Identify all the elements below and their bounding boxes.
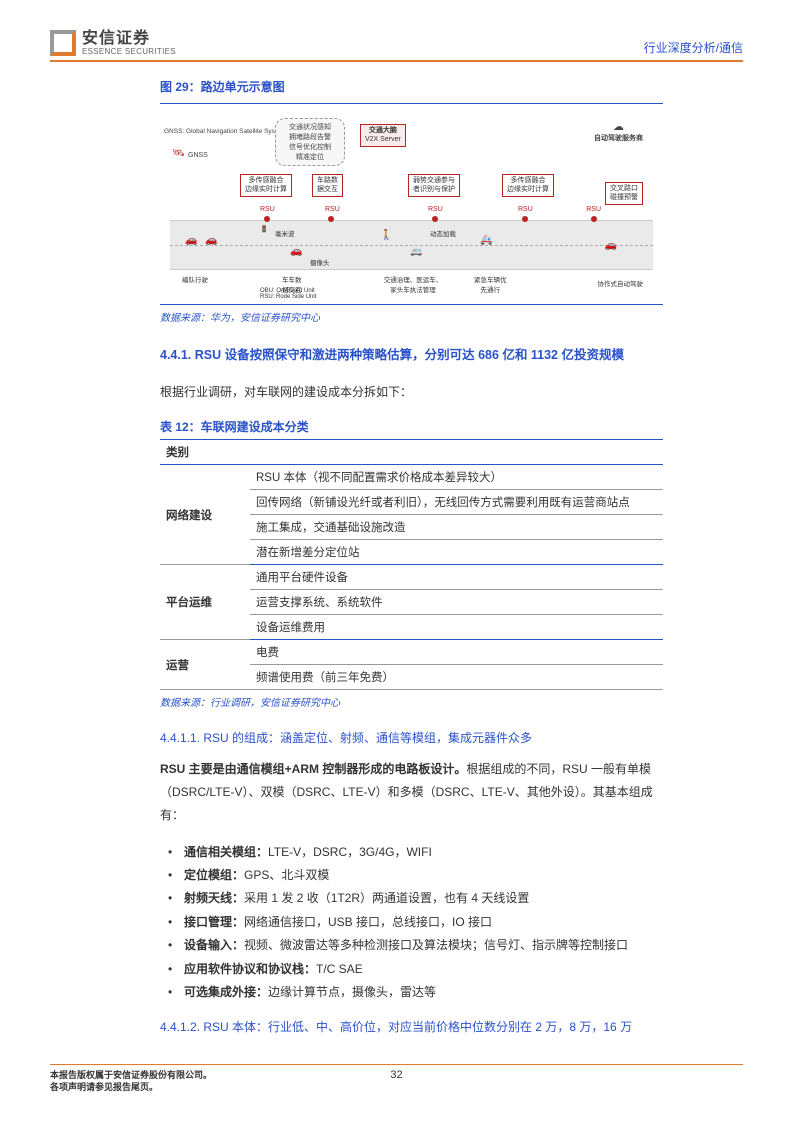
section-4411-para: RSU 主要是由通信模组+ARM 控制器形成的电路板设计。根据组成的不同，RSU… [160, 758, 663, 826]
list-item: 可选集成外接：边缘计算节点，摄像头，雷达等 [168, 981, 663, 1004]
dynamic-load-label: 动态加载 [430, 228, 456, 238]
camera-label: 摄像头 [310, 257, 330, 267]
table-cell: RSU 本体（视不同配置需求价格成本差异较大） [250, 465, 663, 490]
rsu-label-2: RSU [325, 206, 340, 213]
car-road-box: 车路数 据交互 [312, 174, 343, 197]
header-category: 行业深度分析/通信 [644, 39, 743, 56]
rsu-diagram: GNSS: Global Navigation Satellite System… [160, 110, 663, 298]
traffic-brain: 交通大脑 [365, 127, 401, 135]
cap-coop: 协作式自动驾驶 [598, 278, 644, 288]
table-12-title: 表 12：车联网建设成本分类 [160, 418, 663, 435]
para-bold: RSU 主要是由通信模组+ARM 控制器形成的电路板设计。 [160, 762, 466, 776]
gnss-label: GNSS: Global Navigation Satellite System [164, 128, 286, 135]
table-cell: 通用平台硬件设备 [250, 565, 663, 590]
logo-cn: 安信证券 [82, 30, 176, 48]
cat-network: 网络建设 [160, 465, 250, 565]
table-cell: 回传网络（新铺设光纤或者利旧），无线回传方式需要利用既有运营商站点 [250, 490, 663, 515]
page-number: 32 [390, 1069, 402, 1081]
figure-29-box: GNSS: Global Navigation Satellite System… [160, 103, 663, 305]
list-item: 射频天线：采用 1 发 2 收（1T2R）两通道设置，也有 4 天线设置 [168, 887, 663, 910]
rsu-label-4: RSU [518, 206, 533, 213]
figure-29-title: 图 29：路边单元示意图 [160, 78, 663, 95]
table-cell: 施工集成，交通基础设施改造 [250, 515, 663, 540]
table-cell: 潜在新增差分定位站 [250, 540, 663, 565]
table-cell: 运营支撑系统、系统软件 [250, 590, 663, 615]
rsu-components-list: 通信相关模组：LTE-V，DSRC，3G/4G，WIFI 定位模组：GPS、北斗… [160, 841, 663, 1005]
obu-rsu-note: OBU: On-Board Unit RSU: Rode Side Unit [260, 288, 316, 300]
page-footer: 本报告版权属于安信证券股份有限公司。 各项声明请参见报告尾页。 32 [50, 1064, 743, 1094]
v2x-server: V2X Server [365, 136, 401, 144]
table-cell: 频谱使用费（前三年免费） [250, 665, 663, 690]
list-item: 接口管理：网络通信接口，USB 接口，总线接口，IO 接口 [168, 911, 663, 934]
cap-emergency: 紧急车辆优 先通行 [474, 274, 507, 294]
page-header: 安信证券 ESSENCE SECURITIES 行业深度分析/通信 [50, 30, 743, 62]
list-item: 应用软件协议和协议栈：T/C SAE [168, 958, 663, 981]
list-item: 设备输入：视频、微波雷达等多种检测接口及算法模块；信号灯、指示牌等控制接口 [168, 934, 663, 957]
section-441-title: 4.4.1. RSU 设备按照保守和激进两种策略估算，分别可达 686 亿和 1… [160, 344, 663, 363]
table-12-header: 类别 [160, 440, 663, 465]
section-4412-title: 4.4.1.2. RSU 本体：行业低、中、高价位，对应当前价格中位数分别在 2… [160, 1018, 663, 1035]
satellite-icon: 🛰 [172, 148, 185, 159]
rsu-label-5: RSU [586, 206, 601, 213]
multisense-box-2: 多传感融合 边缘实时计算 [502, 174, 554, 197]
section-441-intro: 根据行业调研，对车联网的建设成本分拆如下： [160, 381, 663, 404]
vulnerable-box: 弱势交通参与 者识别与保护 [408, 174, 460, 197]
auto-drive-service: ☁ 自动驾驶服务商 [594, 120, 643, 143]
logo-icon [50, 30, 76, 56]
table-12-source: 数据来源：行业调研，安信证券研究中心 [160, 694, 663, 709]
section-4411-title: 4.4.1.1. RSU 的组成：涵盖定位、射频、通信等模组，集成元器件众多 [160, 729, 663, 746]
figure-29-source: 数据来源：华为，安信证券研究中心 [160, 309, 663, 324]
intersection-box: 交叉路口 碰撞预警 [605, 182, 643, 205]
rsu-label-3: RSU [428, 206, 443, 213]
table-12: 类别 网络建设 RSU 本体（视不同配置需求价格成本差异较大） 回传网络（新铺设… [160, 439, 663, 690]
v2x-server-box: 交通大脑 V2X Server [360, 124, 406, 147]
list-item: 定位模组：GPS、北斗双模 [168, 864, 663, 887]
rsu-label-1: RSU [260, 206, 275, 213]
cat-operate: 运营 [160, 640, 250, 690]
mmwave-label: 毫米波 [275, 228, 295, 238]
logo: 安信证券 ESSENCE SECURITIES [50, 30, 176, 56]
cloud-functions: 交通状况感知 拥堵路段告警 信号优化控制 精准定位 [275, 118, 345, 166]
cap-traffic: 交通治理、医运车、 家头车执法管理 [368, 274, 458, 294]
footer-line-1: 本报告版权属于安信证券股份有限公司。 [50, 1069, 212, 1082]
table-cell: 电费 [250, 640, 663, 665]
gnss-short: GNSS [188, 152, 208, 159]
list-item: 通信相关模组：LTE-V，DSRC，3G/4G，WIFI [168, 841, 663, 864]
table-cell: 设备运维费用 [250, 615, 663, 640]
footer-line-2: 各项声明请参见报告尾页。 [50, 1081, 212, 1094]
multisense-box-1: 多传感融合 边缘实时计算 [240, 174, 292, 197]
cat-platform: 平台运维 [160, 565, 250, 640]
logo-en: ESSENCE SECURITIES [82, 48, 176, 57]
cap-fleet: 编队行驶 [182, 274, 208, 284]
